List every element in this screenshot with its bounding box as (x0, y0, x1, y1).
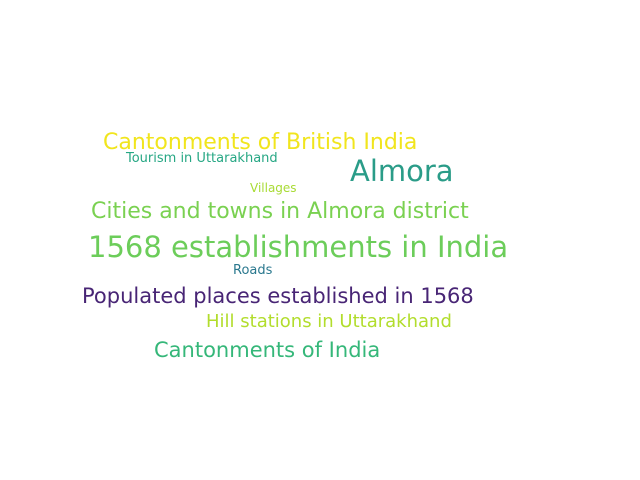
word-1568-establishments-in-india: 1568 establishments in India (88, 230, 509, 264)
word-cantonments-of-british-india: Cantonments of British India (103, 130, 418, 155)
word-tourism-in-uttarakhand: Tourism in Uttarakhand (126, 151, 278, 166)
word-cities-and-towns-in-almora-district: Cities and towns in Almora district (91, 199, 469, 224)
word-populated-places-established-in-1568: Populated places established in 1568 (82, 284, 474, 308)
word-hill-stations-in-uttarakhand: Hill stations in Uttarakhand (206, 311, 452, 332)
word-roads: Roads (233, 263, 273, 278)
word-almora: Almora (350, 154, 454, 188)
word-cantonments-of-india: Cantonments of India (154, 338, 381, 362)
word-villages: Villages (250, 181, 297, 195)
